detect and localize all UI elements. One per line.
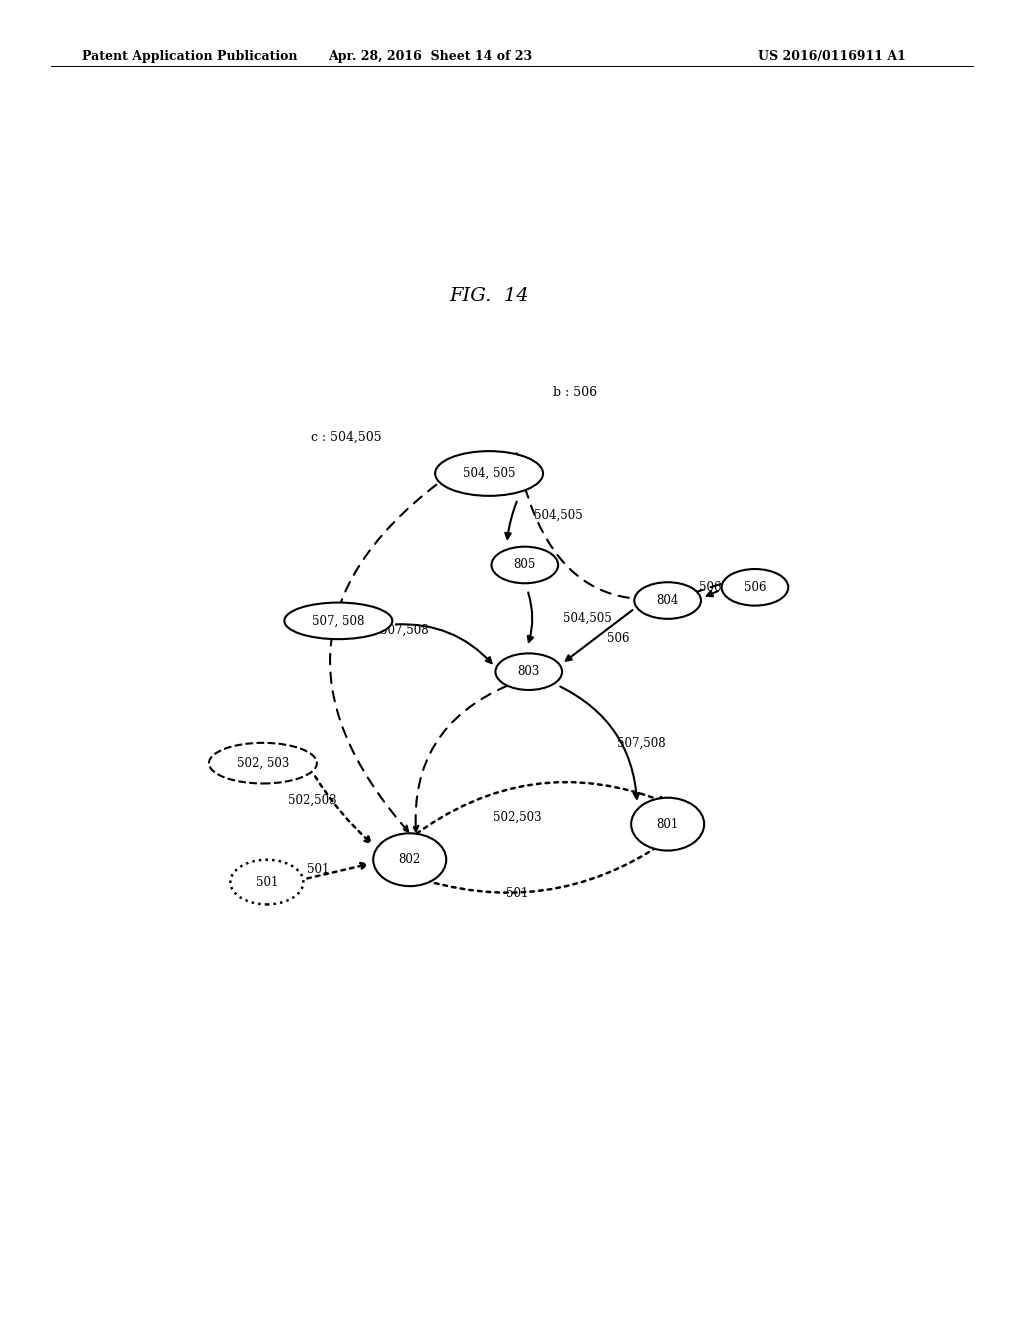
- Ellipse shape: [209, 743, 316, 784]
- FancyArrowPatch shape: [566, 610, 633, 661]
- Text: 801: 801: [656, 817, 679, 830]
- FancyArrowPatch shape: [410, 842, 666, 892]
- Ellipse shape: [631, 797, 705, 850]
- FancyArrowPatch shape: [560, 686, 639, 799]
- Text: Apr. 28, 2016  Sheet 14 of 23: Apr. 28, 2016 Sheet 14 of 23: [328, 50, 532, 63]
- Ellipse shape: [722, 569, 788, 606]
- Text: 501: 501: [307, 863, 330, 876]
- Text: 507, 508: 507, 508: [312, 614, 365, 627]
- Text: 506: 506: [606, 632, 629, 644]
- Text: US 2016/0116911 A1: US 2016/0116911 A1: [759, 50, 906, 63]
- Text: 803: 803: [517, 665, 540, 678]
- Text: 507,508: 507,508: [616, 737, 666, 750]
- Text: 502,503: 502,503: [289, 795, 337, 808]
- Text: 502, 503: 502, 503: [237, 756, 289, 770]
- Text: 504, 505: 504, 505: [463, 467, 515, 480]
- Text: 506: 506: [699, 581, 722, 594]
- Text: 501: 501: [256, 875, 279, 888]
- FancyArrowPatch shape: [315, 776, 371, 842]
- FancyArrowPatch shape: [395, 624, 492, 663]
- Ellipse shape: [634, 582, 701, 619]
- FancyArrowPatch shape: [307, 863, 367, 878]
- Text: 804: 804: [656, 594, 679, 607]
- Text: 504,505: 504,505: [563, 611, 611, 624]
- Text: 506: 506: [743, 581, 766, 594]
- Text: 504,505: 504,505: [535, 508, 583, 521]
- FancyArrowPatch shape: [410, 781, 665, 838]
- Text: b : 506: b : 506: [553, 385, 597, 399]
- Text: FIG.  14: FIG. 14: [450, 286, 529, 305]
- FancyArrowPatch shape: [505, 502, 517, 539]
- FancyArrowPatch shape: [515, 453, 755, 599]
- Text: 802: 802: [398, 853, 421, 866]
- Ellipse shape: [492, 546, 558, 583]
- FancyArrowPatch shape: [330, 474, 452, 832]
- Text: 501: 501: [506, 887, 528, 900]
- Ellipse shape: [373, 833, 446, 886]
- Ellipse shape: [285, 602, 392, 639]
- Ellipse shape: [230, 859, 303, 904]
- Text: 502,503: 502,503: [493, 810, 541, 824]
- FancyArrowPatch shape: [413, 685, 507, 832]
- FancyArrowPatch shape: [527, 593, 534, 642]
- Ellipse shape: [496, 653, 562, 690]
- FancyArrowPatch shape: [707, 591, 718, 597]
- Text: Patent Application Publication: Patent Application Publication: [82, 50, 297, 63]
- Text: 507,508: 507,508: [380, 623, 429, 636]
- Text: c : 504,505: c : 504,505: [310, 430, 381, 444]
- Ellipse shape: [435, 451, 543, 496]
- Text: 805: 805: [514, 558, 536, 572]
